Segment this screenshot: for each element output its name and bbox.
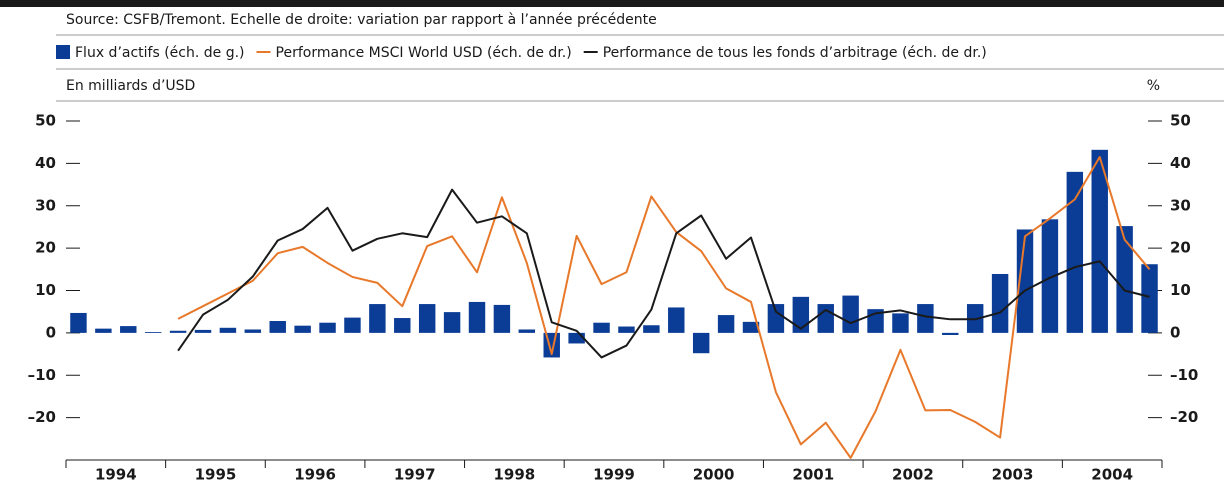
- bar: [518, 329, 536, 333]
- bar: [493, 304, 511, 333]
- bar: [1066, 171, 1084, 333]
- bar: [418, 304, 436, 333]
- legend: Flux d’actifs (éch. de g.) Performance MS…: [56, 45, 987, 61]
- legend-label: Performance de tous les fonds d’arbitrag…: [603, 45, 987, 61]
- y2-tick-label: 20: [1170, 239, 1191, 257]
- bar: [95, 328, 112, 333]
- x-tick-label: 2001: [792, 466, 834, 484]
- bar: [294, 325, 311, 333]
- bar: [144, 332, 162, 333]
- x-tick-label: 1995: [195, 466, 237, 484]
- bar: [842, 295, 859, 333]
- bar: [120, 326, 137, 333]
- bar: [369, 304, 386, 333]
- bar: [1091, 149, 1108, 333]
- bar: [618, 326, 635, 333]
- y-tick-label: 20: [35, 239, 56, 257]
- y-tick-label: 10: [35, 281, 56, 299]
- y-axis-label: En milliards d’USD: [66, 78, 195, 94]
- bar: [892, 313, 909, 333]
- x-tick-label: 2002: [892, 466, 934, 484]
- bar: [1041, 219, 1059, 333]
- x-tick-label: 1997: [394, 466, 436, 484]
- bar: [568, 332, 585, 344]
- y-tick-label: –20: [28, 408, 56, 426]
- x-tick-label: 2003: [992, 466, 1034, 484]
- y2-tick-label: 40: [1170, 154, 1191, 172]
- y2-tick-label: 50: [1170, 112, 1191, 130]
- x-tick-label: 2000: [693, 466, 735, 484]
- legend-label: Performance MSCI World USD (éch. de dr.): [276, 45, 572, 61]
- y2-tick-label: 30: [1170, 196, 1191, 214]
- x-tick-label: 1994: [95, 466, 137, 484]
- source: Source: CSFB/Tremont. Echelle de droite:…: [66, 12, 657, 28]
- bar: [70, 312, 87, 333]
- x-tick-label: 1999: [593, 466, 635, 484]
- line: [177, 188, 1150, 359]
- y-tick-label: 30: [35, 196, 56, 214]
- bar: [767, 304, 785, 333]
- bar: [319, 322, 336, 333]
- bar: [1016, 229, 1034, 333]
- bar: [991, 273, 1009, 333]
- bar: [917, 304, 934, 333]
- y-tick-label: –10: [28, 366, 56, 384]
- x-tick-label: 1998: [493, 466, 535, 484]
- bar: [269, 321, 286, 333]
- x-tick-label: 1996: [294, 466, 336, 484]
- bar: [1116, 226, 1133, 333]
- y2-tick-label: –10: [1170, 366, 1198, 384]
- bar: [643, 325, 660, 333]
- bar: [394, 318, 411, 333]
- x-tick-label: 2004: [1091, 466, 1133, 484]
- y-tick-label: 0: [46, 323, 56, 341]
- bar: [194, 329, 212, 333]
- bar: [792, 296, 810, 333]
- y2-tick-label: 10: [1170, 281, 1191, 299]
- top-rule: [0, 0, 1224, 7]
- bar: [942, 332, 959, 335]
- y2-tick-label: 0: [1170, 323, 1180, 341]
- legend-label: Flux d’actifs (éch. de g.): [75, 45, 245, 61]
- legend-swatch: [56, 45, 70, 59]
- line: [177, 156, 1151, 459]
- bar: [169, 330, 187, 333]
- bar: [1141, 264, 1158, 333]
- y2-tick-label: –20: [1170, 408, 1198, 426]
- bar: [468, 301, 486, 333]
- bar: [344, 317, 361, 333]
- bar: [668, 307, 685, 333]
- bar: [244, 329, 262, 333]
- bar: [443, 312, 461, 333]
- bar: [593, 322, 610, 333]
- bar: [692, 332, 710, 354]
- bar: [219, 327, 237, 333]
- bar: [817, 304, 834, 333]
- bar: [742, 321, 760, 333]
- y-tick-label: 50: [35, 112, 56, 130]
- bar: [717, 315, 735, 333]
- y2-axis-label: %: [1147, 78, 1160, 94]
- y-tick-label: 40: [35, 154, 56, 172]
